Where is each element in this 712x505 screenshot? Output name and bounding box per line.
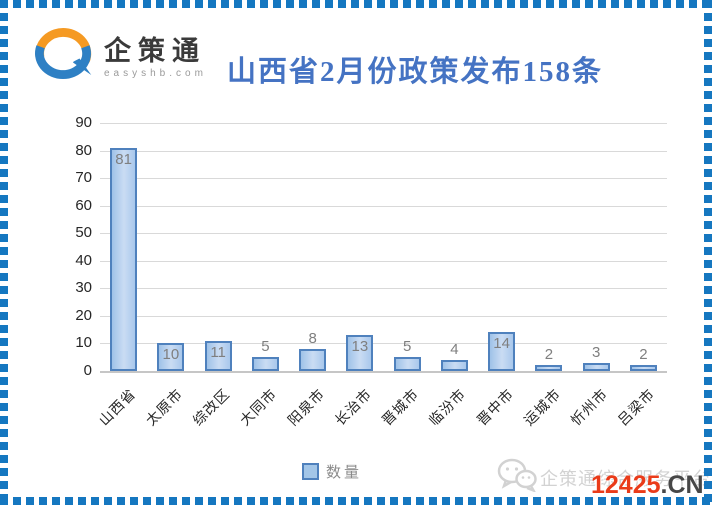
bar bbox=[157, 343, 185, 371]
bar bbox=[346, 335, 374, 371]
frame-dash-right bbox=[704, 0, 712, 505]
y-axis-tick-label: 20 bbox=[75, 306, 92, 324]
gridline bbox=[100, 260, 667, 262]
bar-value-label: 3 bbox=[591, 343, 601, 361]
gridline bbox=[100, 343, 667, 345]
gridline bbox=[100, 150, 667, 152]
y-axis-tick-label: 60 bbox=[75, 196, 92, 214]
bar bbox=[110, 147, 138, 371]
bar-value-label: 8 bbox=[308, 329, 317, 347]
gridline bbox=[100, 123, 667, 124]
y-axis-tick-label: 40 bbox=[75, 251, 92, 269]
bar-value-label: 81 bbox=[115, 150, 132, 168]
bar bbox=[393, 357, 421, 371]
logo-brand-text: 企策通 bbox=[104, 36, 206, 66]
bar-value-label: 2 bbox=[544, 346, 554, 364]
bar bbox=[629, 365, 657, 371]
gridline bbox=[100, 371, 667, 373]
logo-domain-text: easyshb.com bbox=[104, 68, 207, 79]
bar bbox=[440, 359, 468, 371]
bar-value-label: 10 bbox=[162, 346, 180, 364]
y-axis-tick-label: 80 bbox=[75, 141, 92, 159]
page-title: 山西省2月份政策发布158条 bbox=[226, 56, 603, 88]
bar-value-label: 13 bbox=[351, 338, 369, 356]
y-axis-tick-label: 0 bbox=[83, 362, 92, 379]
brand-logo: 企策通 easyshb.com bbox=[30, 26, 207, 89]
bar bbox=[488, 332, 516, 371]
bar bbox=[582, 362, 610, 371]
y-axis-tick-label: 90 bbox=[75, 114, 92, 131]
bar bbox=[535, 365, 563, 371]
y-axis-tick-label: 70 bbox=[75, 169, 92, 187]
frame-dash-bottom bbox=[0, 497, 712, 505]
bar-value-label: 11 bbox=[210, 343, 226, 361]
y-axis-tick-label: 10 bbox=[75, 334, 92, 352]
bar-value-label: 5 bbox=[261, 338, 270, 356]
q-swoosh-icon bbox=[30, 26, 96, 89]
bar bbox=[251, 357, 279, 371]
bar bbox=[204, 340, 232, 371]
gridline bbox=[100, 178, 667, 180]
y-axis-tick-label: 50 bbox=[75, 224, 92, 242]
bar bbox=[299, 348, 327, 371]
chart-legend: 数量 bbox=[302, 461, 362, 482]
legend-label: 数量 bbox=[326, 464, 363, 481]
gridline bbox=[100, 233, 667, 235]
gridline bbox=[100, 315, 667, 317]
frame-dash-top bbox=[0, 0, 712, 8]
frame-dash-left bbox=[0, 0, 8, 505]
gridline bbox=[100, 205, 667, 207]
bar-value-label: 2 bbox=[639, 346, 648, 364]
bar-value-label: 5 bbox=[402, 338, 412, 356]
bar-value-label: 14 bbox=[493, 335, 510, 353]
bar-value-label: 4 bbox=[450, 340, 459, 358]
y-axis-tick-label: 30 bbox=[75, 279, 92, 297]
gridline bbox=[100, 288, 667, 290]
legend-swatch bbox=[302, 463, 319, 480]
